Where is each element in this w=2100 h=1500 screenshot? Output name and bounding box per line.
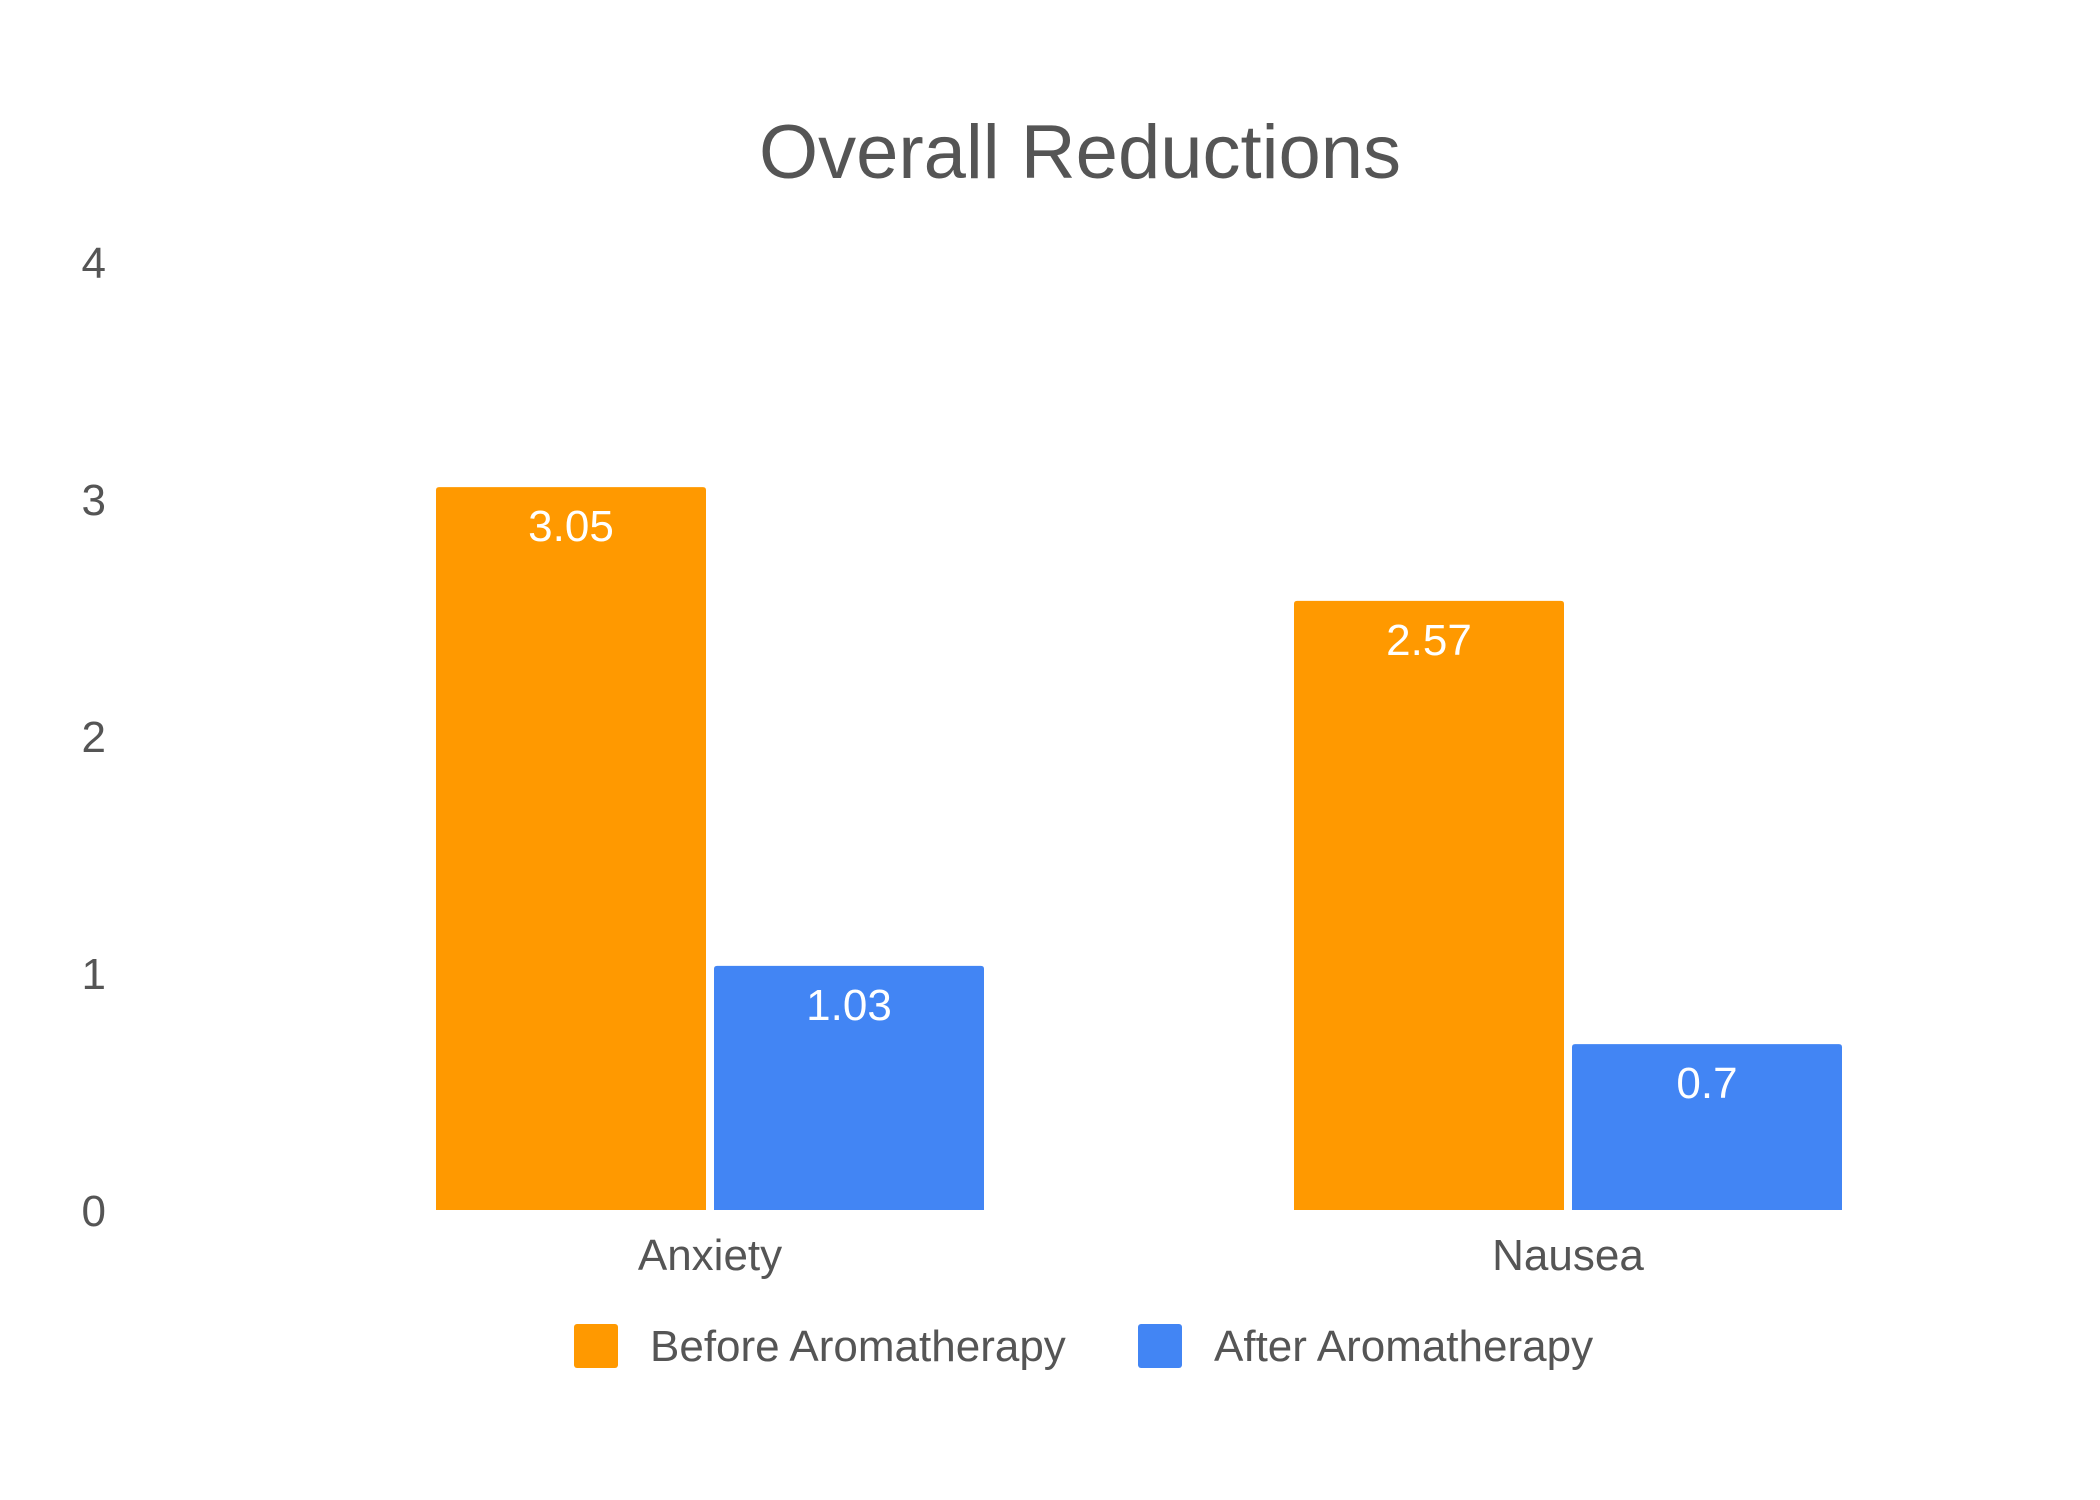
category-label: Anxiety: [638, 1231, 782, 1280]
category-label: Nausea: [1492, 1231, 1644, 1280]
bar: [1294, 600, 1564, 1210]
y-tick-label: 3: [82, 476, 106, 525]
data-label: 1.03: [806, 981, 892, 1030]
bar: [436, 487, 706, 1210]
y-tick-label: 0: [82, 1187, 106, 1236]
legend-swatch: [574, 1324, 618, 1368]
category-labels: Anxiety Nausea: [638, 1231, 1645, 1280]
y-axis-ticks: 0 1 2 3 4: [82, 239, 106, 1236]
y-tick-label: 4: [82, 239, 106, 288]
data-label: 3.05: [528, 502, 614, 551]
chart-title: Overall Reductions: [759, 110, 1401, 195]
data-label: 2.57: [1386, 616, 1472, 665]
legend-label: After Aromatherapy: [1214, 1322, 1593, 1371]
legend-swatch: [1138, 1324, 1182, 1368]
legend-label: Before Aromatherapy: [650, 1322, 1066, 1371]
bar: [1572, 1044, 1842, 1210]
data-label: 0.7: [1676, 1059, 1737, 1108]
data-labels: 3.05 1.03 2.57 0.7: [528, 502, 1737, 1108]
y-tick-label: 1: [82, 950, 106, 999]
bar: [714, 965, 984, 1210]
bars: [436, 487, 1842, 1210]
legend: Before Aromatherapy After Aromatherapy: [574, 1322, 1593, 1371]
y-tick-label: 2: [82, 713, 106, 762]
